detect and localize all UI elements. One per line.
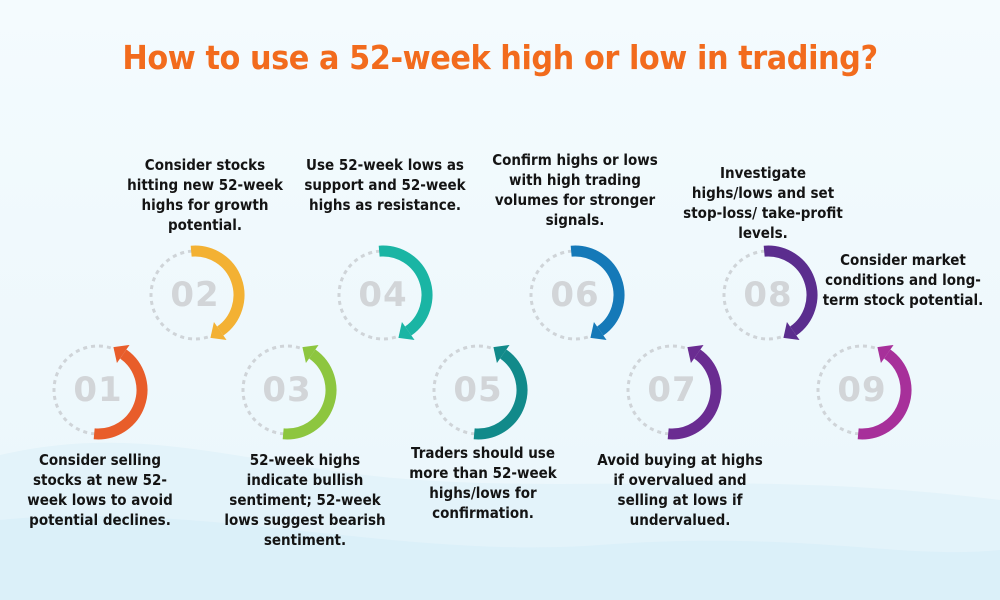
step-09-arc	[816, 344, 912, 440]
step-05-description: Traders should use more than 52-week hig…	[409, 444, 557, 522]
step-07-cycle-icon: 07	[607, 325, 737, 455]
step-08-cycle-icon: 08	[703, 230, 833, 360]
arrow-head-icon	[302, 344, 319, 363]
arrow-head-icon	[590, 322, 607, 341]
step-02-description: Consider stocks hitting new 52-week high…	[127, 156, 283, 234]
arrow-head-icon	[113, 344, 130, 363]
cycle-arc	[378, 245, 433, 336]
step-02-arc	[149, 245, 245, 341]
step-04-arc	[337, 245, 433, 341]
step-08-description: Investigate highs/lows and set stop-loss…	[683, 164, 843, 242]
step-09-description: Consider market conditions and long-term…	[822, 251, 984, 309]
step-05-arc	[432, 344, 528, 440]
step-04-cycle-icon: 04	[318, 230, 448, 360]
step-03-description: 52-week highs indicate bullish sentiment…	[224, 451, 386, 549]
cycle-arc	[190, 245, 245, 336]
step-02-cycle-icon: 02	[130, 230, 260, 360]
arrow-head-icon	[398, 322, 415, 341]
step-04-description: Use 52-week lows as support and 52-week …	[304, 156, 466, 214]
cycle-arc	[93, 349, 148, 440]
step-01-cycle-icon: 01	[33, 325, 163, 455]
cycle-arc	[857, 349, 912, 440]
step-03-number: 03	[262, 370, 312, 410]
step-05-number: 05	[453, 370, 503, 410]
step-09-number: 09	[837, 370, 887, 410]
arrow-head-icon	[493, 344, 510, 363]
cycle-arc	[473, 349, 528, 440]
page-title: How to use a 52-week high or low in trad…	[122, 38, 878, 77]
step-03-cycle-icon: 03	[222, 325, 352, 455]
step-06-description: Confirm highs or lows with high trading …	[492, 151, 658, 229]
cycle-arc	[282, 349, 337, 440]
step-03-arc	[241, 344, 337, 440]
step-01-number: 01	[73, 370, 123, 410]
step-06-arc	[529, 245, 625, 341]
cycle-arc	[667, 349, 722, 440]
arrow-head-icon	[877, 344, 894, 363]
arrow-head-icon	[687, 344, 704, 363]
step-06-number: 06	[550, 275, 600, 315]
arrow-head-icon	[783, 322, 800, 341]
step-05-cycle-icon: 05	[413, 325, 543, 455]
step-01-description: Consider selling stocks at new 52-week l…	[27, 451, 173, 529]
step-08-number: 08	[743, 275, 793, 315]
step-07-description: Avoid buying at highs if overvalued and …	[597, 451, 763, 529]
step-04-number: 04	[358, 275, 408, 315]
step-07-number: 07	[647, 370, 697, 410]
step-09-cycle-icon: 09	[797, 325, 927, 455]
cycle-arc	[570, 245, 625, 336]
step-02-number: 02	[170, 275, 220, 315]
arrow-head-icon	[210, 322, 227, 341]
cycle-arc	[763, 245, 818, 336]
step-01-arc	[52, 344, 148, 440]
step-07-arc	[626, 344, 722, 440]
step-06-cycle-icon: 06	[510, 230, 640, 360]
step-08-arc	[722, 245, 818, 341]
